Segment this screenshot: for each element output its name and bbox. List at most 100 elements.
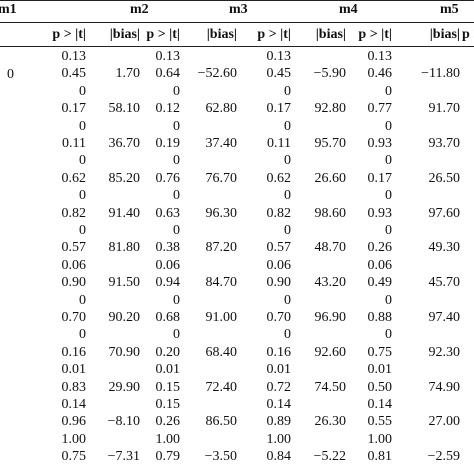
table-cell-c3: 0	[284, 153, 291, 168]
table-cell-c2: 0.76	[155, 171, 181, 186]
table-cell-c3: 0.82	[266, 206, 292, 221]
table-cell-b2: 90.20	[108, 310, 141, 325]
table-cell-c1: 0.45	[61, 66, 87, 81]
model-header-m5: m5	[440, 2, 459, 17]
table-cell-b5: 26.50	[428, 171, 461, 186]
table-cell-c2: 0.06	[155, 258, 181, 273]
table-cell-b2: 58.10	[108, 101, 141, 116]
model-header-m4: m4	[339, 2, 358, 17]
table-cell-c1: 0	[79, 327, 86, 342]
table-cell-c2: 1.00	[155, 432, 181, 447]
col-header-bias5: |bias|	[429, 27, 460, 42]
table-cell-c3: 0.16	[266, 345, 292, 360]
table-cell-c3: 0.01	[266, 362, 292, 377]
table-cell-c2: 0	[173, 153, 180, 168]
table-cell-b4: 96.90	[314, 310, 347, 325]
table-cell-c1: 0.70	[61, 310, 87, 325]
table-cell-c2: 0.26	[155, 414, 181, 429]
table-cell-b5: −2.59	[427, 449, 460, 464]
table-cell-c1: 0	[79, 223, 86, 238]
table-cell-c3: 0.89	[266, 414, 292, 429]
table-cell-c4: 0.17	[367, 171, 393, 186]
table-cell-c1: 0	[79, 153, 86, 168]
table-cell-b3: 72.40	[205, 380, 238, 395]
table-cell-c1: 0.57	[61, 240, 87, 255]
table-cell-b4: 26.30	[314, 414, 347, 429]
table-cell-b5: −11.80	[421, 66, 460, 81]
col-header-p1: p > |t|	[52, 27, 86, 42]
table-cell-c3: 0	[284, 188, 291, 203]
table-cell-c2: 0.01	[155, 362, 181, 377]
table-cell-c3: 0.17	[266, 101, 292, 116]
table-cell-c1: 0.06	[61, 258, 87, 273]
table-cell-c1: 1.00	[61, 432, 87, 447]
table-cell-b4: 95.70	[314, 136, 347, 151]
table-cell-c3: 0.45	[266, 66, 292, 81]
table-cell-c4: 0	[385, 188, 392, 203]
table-cell-b4: 26.60	[314, 171, 347, 186]
table-cell-c2: 0	[173, 293, 180, 308]
table-cell-c3: 0	[284, 293, 291, 308]
table-cell-c1: 0.90	[61, 275, 87, 290]
table-cell-b4: 92.80	[314, 101, 347, 116]
table-cell-c3: 0.11	[267, 136, 291, 151]
table-cell-c2: 0.13	[155, 49, 181, 64]
col-header-bias4: |bias|	[315, 27, 346, 42]
col-header-p5: p > |t|	[462, 27, 474, 42]
table-cell-b3: −3.50	[204, 449, 237, 464]
col-header-p3: p > |t|	[257, 27, 291, 42]
table-cell-c4: 0.26	[367, 240, 393, 255]
table-cell-b5: 27.00	[428, 414, 461, 429]
table-cell-b5: 92.30	[428, 345, 461, 360]
table-cell-b5: 74.90	[428, 380, 461, 395]
table-cell-b5: 45.70	[428, 275, 461, 290]
table-cell-b2: −8.10	[107, 414, 140, 429]
table-cell-b5: 49.30	[428, 240, 461, 255]
table-cell-c4: 0.49	[367, 275, 393, 290]
table-cell-b2: 85.20	[108, 171, 141, 186]
table-cell-b4: 74.50	[314, 380, 347, 395]
table-cell-c2: 0	[173, 188, 180, 203]
table-cell-b3: 91.00	[205, 310, 238, 325]
table-cell-c4: 0	[385, 223, 392, 238]
table-cell-c2: 0	[173, 223, 180, 238]
table-cell-b2: 1.70	[115, 66, 141, 81]
col-header-p4: p > |t|	[358, 27, 392, 42]
table-cell-c3: 0.57	[266, 240, 292, 255]
model-header-m1: m1	[0, 2, 17, 17]
table-cell-c1: 0	[79, 84, 86, 99]
table-cell-c1: 0.17	[61, 101, 87, 116]
row-stub-fragment: 0	[7, 67, 14, 82]
table-cell-b3: 87.20	[205, 240, 238, 255]
col-header-bias2: |bias|	[109, 27, 140, 42]
table-cell-c3: 0.84	[266, 449, 292, 464]
table-cell-c3: 0	[284, 84, 291, 99]
table-cell-c1: 0.16	[61, 345, 87, 360]
table-cell-c2: 0	[173, 119, 180, 134]
table-cell-c2: 0.68	[155, 310, 181, 325]
table-cell-b4: 98.60	[314, 206, 347, 221]
table-cell-b3: 96.30	[205, 206, 238, 221]
table-cell-c1: 0.96	[61, 414, 87, 429]
table-cell-b4: 48.70	[314, 240, 347, 255]
table-cell-c1: 0.01	[61, 362, 87, 377]
table-cell-c3: 0.72	[266, 380, 292, 395]
table-cell-c4: 0.93	[367, 206, 393, 221]
table-cell-c1: 0.11	[62, 136, 86, 151]
table-cell-c1: 0.75	[61, 449, 87, 464]
table-cell-c2: 0.12	[155, 101, 181, 116]
table-cell-b3: 86.50	[205, 414, 238, 429]
model-header-m2: m2	[130, 2, 149, 17]
table-cell-c2: 0.15	[155, 397, 181, 412]
table-cell-c3: 0.62	[266, 171, 292, 186]
table-cell-c1: 0.14	[61, 397, 87, 412]
table-cell-c1: 0.62	[61, 171, 87, 186]
table-cell-c4: 0.50	[367, 380, 393, 395]
table-cell-c3: 0.14	[266, 397, 292, 412]
table-cell-c2: 0.38	[155, 240, 181, 255]
table-cell-c4: 0.75	[367, 345, 393, 360]
table-cell-c1: 0.83	[61, 380, 87, 395]
table-top-rule	[0, 0, 474, 1]
table-cell-c2: 0.79	[155, 449, 181, 464]
